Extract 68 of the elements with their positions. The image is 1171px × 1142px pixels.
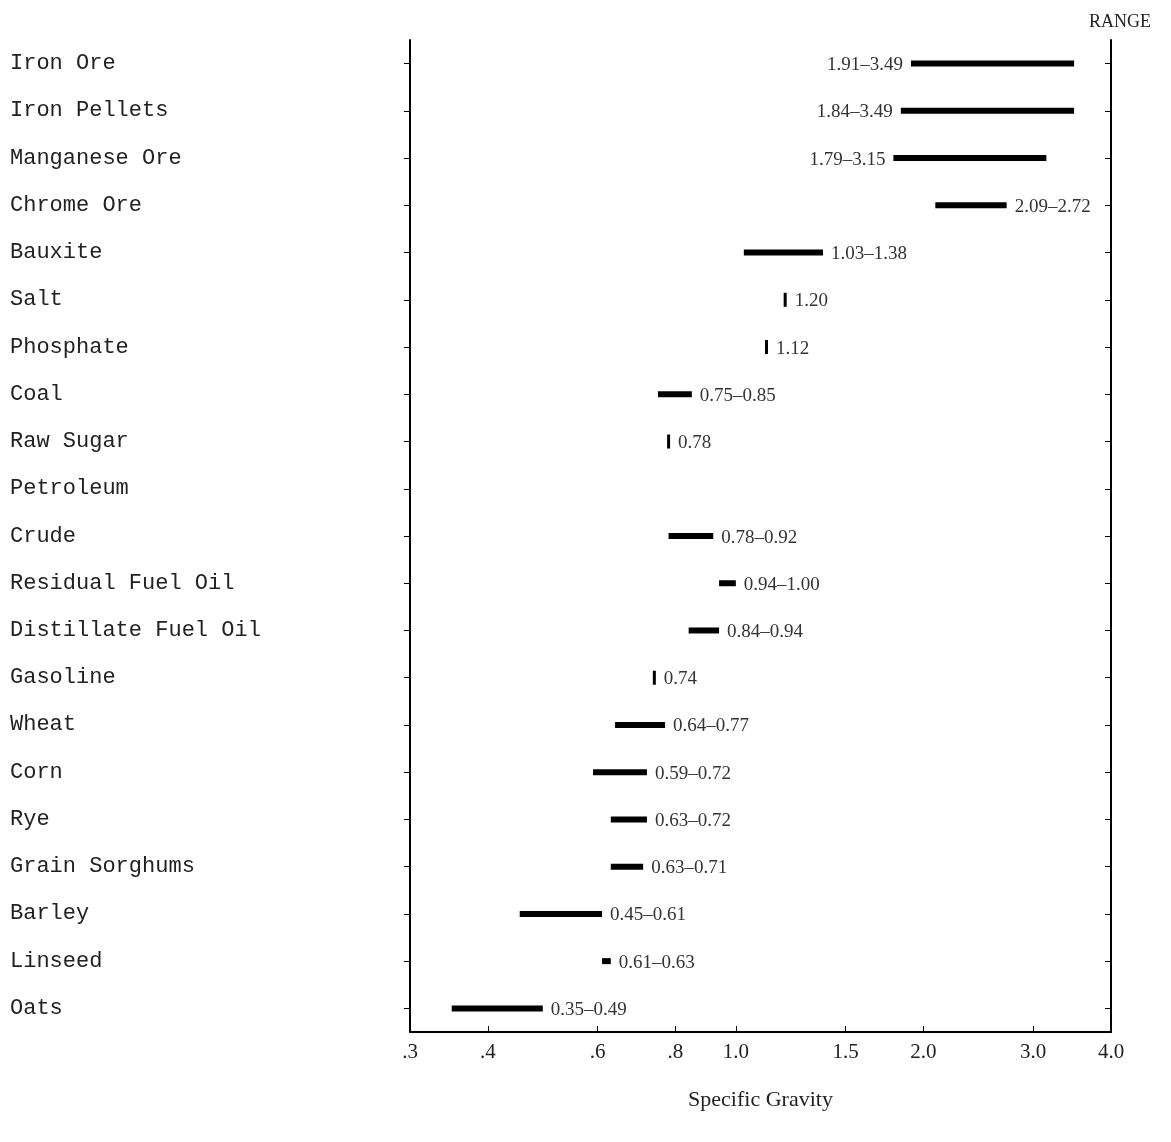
- data-label: 0.94–1.00: [743, 572, 820, 594]
- bar: [610, 863, 644, 870]
- data-label: 1.84–3.49: [816, 100, 893, 122]
- data-label: 1.20: [794, 289, 828, 311]
- bar: [519, 910, 603, 917]
- x-tick-label: 4.0: [1097, 1038, 1125, 1063]
- data-label: 0.78: [678, 431, 712, 453]
- text: RANGE: [1089, 11, 1151, 31]
- x-tick-label: 1.5: [832, 1038, 859, 1063]
- bar: [893, 155, 1047, 162]
- y-tick-label: Manganese Ore: [10, 145, 182, 171]
- y-tick-label: Iron Pellets: [10, 98, 169, 124]
- bar: [900, 107, 1075, 114]
- data-label: 0.75–0.85: [699, 383, 776, 405]
- bar: [451, 1005, 543, 1012]
- x-tick-label: .8: [667, 1038, 684, 1063]
- bar: [719, 580, 736, 587]
- data-label: 0.61–0.63: [618, 950, 695, 972]
- bar: [593, 769, 647, 776]
- bar: [657, 391, 692, 398]
- bar: [935, 202, 1007, 209]
- data-label: 0.63–0.72: [654, 808, 731, 830]
- y-tick-label: Distillate Fuel Oil: [10, 617, 261, 643]
- bar: [688, 627, 720, 634]
- x-tick-label: 3.0: [1020, 1038, 1047, 1063]
- y-tick-label: Salt: [10, 287, 63, 313]
- y-tick-label: Petroleum: [10, 476, 129, 502]
- x-tick-label: .6: [589, 1038, 606, 1063]
- data-label: 0.74: [663, 667, 698, 689]
- x-tick-label: 2.0: [910, 1038, 937, 1063]
- y-tick-label: Rye: [10, 806, 50, 832]
- y-tick-label: Grain Sorghums: [10, 854, 195, 880]
- x-tick-label: .3: [402, 1038, 418, 1063]
- y-tick-label: Residual Fuel Oil: [10, 570, 235, 596]
- x-tick-label: .4: [479, 1038, 497, 1063]
- y-tick-label: Crude: [10, 523, 77, 549]
- data-label: 1.03–1.38: [830, 242, 907, 264]
- y-tick-label: Corn: [10, 759, 63, 785]
- bar: [615, 721, 666, 728]
- y-tick-label: Oats: [10, 995, 63, 1021]
- bar: [743, 249, 823, 256]
- y-tick-label: Phosphate: [10, 334, 129, 360]
- data-label: 1.79–3.15: [809, 147, 886, 169]
- data-label: 0.78–0.92: [721, 525, 798, 547]
- x-axis-title: Specific Gravity: [688, 1085, 833, 1111]
- data-label: 1.12: [776, 336, 810, 358]
- data-label: 1.91–3.49: [826, 53, 903, 75]
- data-label: 0.59–0.72: [654, 761, 731, 783]
- data-label: 0.64–0.77: [673, 714, 750, 736]
- bar: [668, 533, 714, 539]
- y-tick-label: Coal: [10, 381, 63, 407]
- data-label: 0.84–0.94: [727, 619, 804, 641]
- bar: [910, 60, 1075, 67]
- y-tick-label: Iron Ore: [10, 51, 116, 77]
- y-tick-label: Chrome Ore: [10, 192, 143, 218]
- data-label: 0.63–0.71: [651, 856, 728, 878]
- data-label: 2.09–2.72: [1014, 194, 1091, 216]
- y-tick-label: Bauxite: [10, 240, 103, 266]
- bar: [602, 958, 611, 965]
- y-tick-label: Gasoline: [10, 665, 116, 691]
- y-tick-label: Wheat: [10, 712, 77, 738]
- data-label: 0.35–0.49: [550, 997, 627, 1019]
- y-tick-label: Barley: [10, 901, 90, 927]
- y-tick-label: Raw Sugar: [10, 429, 129, 455]
- x-tick-label: 1.0: [722, 1038, 749, 1063]
- data-label: 0.45–0.61: [610, 903, 687, 925]
- bar: [610, 816, 647, 823]
- y-tick-label: Linseed: [10, 948, 103, 974]
